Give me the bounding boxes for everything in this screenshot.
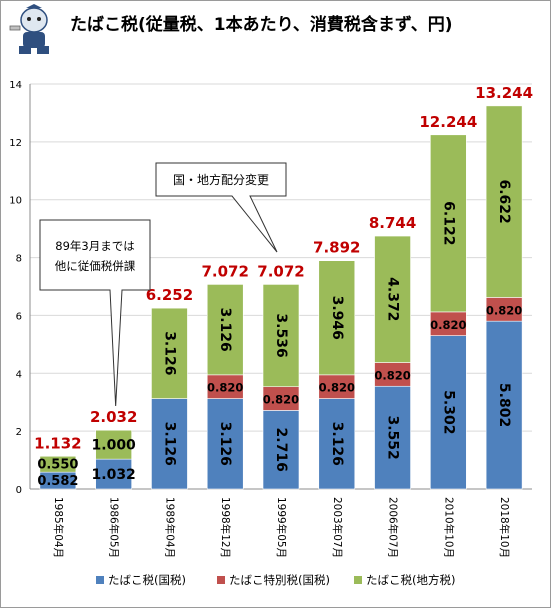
bar-value-label: 5.302 xyxy=(440,390,456,434)
bar-segment-chihouzei xyxy=(318,260,356,376)
bar-total-label: 7.072 xyxy=(257,262,304,280)
x-tick-label: 2010年10月 xyxy=(442,497,455,558)
bar-total-label: 12.244 xyxy=(419,113,477,131)
y-tick-label: 0 xyxy=(16,485,22,496)
y-tick-label: 2 xyxy=(16,427,22,438)
chart-title: たばこ税(従量税、1本あたり、消費税含まず、円) xyxy=(70,15,453,35)
bar-value-label: 3.126 xyxy=(329,422,345,466)
x-tick-label: 1999年05月 xyxy=(275,497,288,558)
bar-segment-kokuzei xyxy=(485,320,523,490)
bar-value-label: 0.820 xyxy=(207,381,243,395)
bar-total-label: 6.252 xyxy=(146,286,193,304)
bar-segment-kokuzei xyxy=(430,335,467,490)
bar-value-label: 3.126 xyxy=(217,422,233,466)
y-tick-label: 10 xyxy=(9,196,22,207)
x-tick-label: 1986年05月 xyxy=(108,497,121,558)
bar-segment-chihouzei xyxy=(430,134,467,313)
bar-value-label: 5.802 xyxy=(496,383,512,427)
bar-value-label: 2.716 xyxy=(273,428,289,472)
bar-segment-kokuzei xyxy=(95,458,132,490)
annotation-callout-box xyxy=(155,162,287,253)
bar-value-label: 0.820 xyxy=(263,393,299,407)
bar-segment-kokuzei xyxy=(262,410,300,490)
mascot-icon xyxy=(9,4,49,54)
bar-value-label: 1.032 xyxy=(92,467,136,483)
y-tick-label: 14 xyxy=(9,80,22,91)
bar-segment-chihouzei xyxy=(374,235,411,363)
bar-total-label: 7.072 xyxy=(201,262,248,280)
bar-segment-chihouzei xyxy=(485,105,523,298)
bar-value-label: 3.552 xyxy=(385,415,401,459)
bar-value-label: 3.946 xyxy=(329,296,345,340)
bar-value-label: 6.622 xyxy=(496,180,512,224)
annotation-text: 国・地方配分変更 xyxy=(173,172,269,187)
bar-value-label: 3.536 xyxy=(273,313,289,357)
bar-segment-kokuzei xyxy=(374,385,411,490)
x-tick-label: 2003年07月 xyxy=(331,497,344,558)
bar-value-label: 0.820 xyxy=(319,381,355,395)
bar-value-label: 0.550 xyxy=(37,458,78,473)
bar-value-label: 6.122 xyxy=(440,201,456,245)
x-tick-label: 2006年07月 xyxy=(387,497,400,558)
y-tick-label: 8 xyxy=(16,254,22,265)
x-tick-label: 2018年10月 xyxy=(498,497,511,558)
bar-total-label: 2.032 xyxy=(90,408,137,426)
bar-total-label: 7.892 xyxy=(313,239,360,257)
bar-total-label: 13.244 xyxy=(475,84,533,102)
bar-segment-chihouzei xyxy=(151,307,188,399)
y-tick-label: 4 xyxy=(16,369,22,380)
bar-segment-chihouzei xyxy=(262,284,300,388)
bar-value-label: 0.820 xyxy=(374,368,410,382)
legend-swatch xyxy=(354,576,362,584)
legend-label: たばこ税(国税) xyxy=(108,573,186,587)
legend-swatch xyxy=(96,576,104,584)
annotation-text: 89年3月までは xyxy=(55,239,134,253)
y-tick-label: 6 xyxy=(16,311,22,322)
legend-label: たばこ税(地方税) xyxy=(366,573,455,587)
x-tick-label: 1998年12月 xyxy=(219,497,232,558)
legend-label: たばこ特別税(国税) xyxy=(229,573,330,587)
bar-segment-chihouzei xyxy=(206,284,244,376)
legend-swatch xyxy=(217,576,225,584)
bar-segment-chihouzei xyxy=(95,429,132,460)
bar-value-label: 3.126 xyxy=(217,307,233,351)
x-tick-label: 1985年04月 xyxy=(52,497,65,558)
bar-value-label: 0.582 xyxy=(37,474,78,489)
bar-total-label: 8.744 xyxy=(369,214,416,232)
bar-total-label: 1.132 xyxy=(34,434,81,452)
bar-value-label: 0.820 xyxy=(430,318,466,332)
bar-value-label: 0.820 xyxy=(486,303,522,317)
bar-value-label: 1.000 xyxy=(92,438,137,454)
annotation-callout-box xyxy=(39,219,151,407)
bar-value-label: 3.126 xyxy=(161,331,177,375)
x-tick-label: 1989年04月 xyxy=(163,497,176,558)
y-tick-label: 12 xyxy=(9,138,22,149)
bar-value-label: 3.126 xyxy=(161,422,177,466)
bar-value-label: 4.372 xyxy=(385,277,401,321)
annotation-text: 他に従価税併課 xyxy=(55,259,136,273)
bar-segment-kokuzei xyxy=(206,398,244,490)
bar-segment-chihouzei xyxy=(39,455,77,473)
